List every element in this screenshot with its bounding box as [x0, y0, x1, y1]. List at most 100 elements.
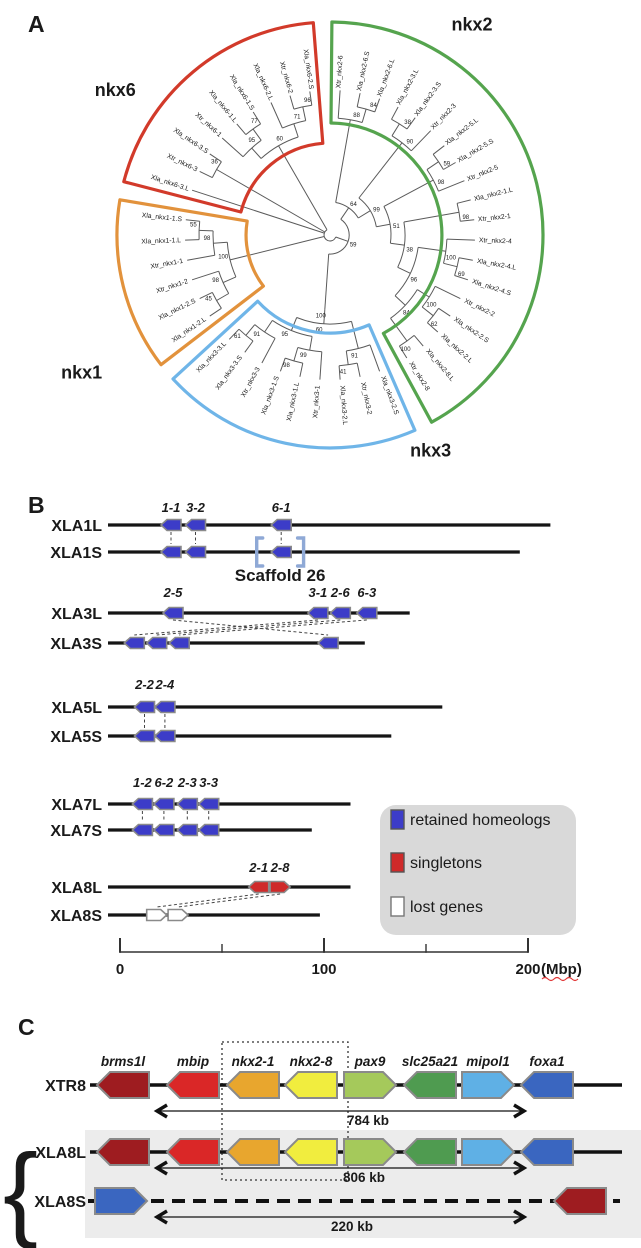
tree-branch: [351, 321, 359, 349]
bootstrap-value: 36: [211, 159, 218, 165]
bootstrap-value: 38: [404, 120, 411, 126]
taxon-label: Xtr_nkx6-1: [194, 112, 223, 139]
panel-label-b: B: [28, 492, 45, 518]
taxon-label: Xtr_nkx2-4: [479, 237, 512, 245]
tree-branch: [191, 189, 325, 234]
row-label-XLA7L: XLA7L: [51, 797, 102, 814]
bootstrap-value: 59: [350, 242, 357, 248]
scaffold-label: Scaffold 26: [235, 566, 326, 585]
gene-box: [131, 797, 154, 811]
tree-arc: [212, 230, 216, 256]
gene-arrow: [343, 1138, 398, 1166]
kb-arrowhead-right: [513, 1160, 528, 1176]
tree-branch: [417, 289, 430, 298]
gene-arrow: [225, 1138, 280, 1166]
tree-arc: [272, 319, 313, 337]
taxon-label: Xtr_nkx1-1: [150, 258, 184, 271]
tree-branch: [213, 241, 228, 244]
tree-arc: [245, 123, 261, 135]
tree-branch: [421, 306, 434, 317]
gene-arrow: [283, 1138, 338, 1166]
gene-arrow: [165, 1071, 220, 1099]
bootstrap-value: 90: [407, 140, 414, 146]
gene-number-label: 6-1: [272, 500, 291, 515]
bootstrap-value: 59: [443, 161, 450, 167]
tree-branch: [199, 170, 213, 179]
gene-box: [152, 823, 175, 837]
tree-branch: [323, 309, 326, 324]
tree-branch: [319, 351, 323, 380]
tree-branch: [345, 350, 349, 365]
gene-box: [306, 606, 329, 620]
gene-name-label: foxa1: [529, 1054, 564, 1069]
tree-branch: [209, 307, 222, 317]
homeolog-link: [134, 619, 318, 636]
tree-branch: [369, 344, 381, 372]
row-label-XLA8S: XLA8S: [34, 1194, 86, 1211]
kb-arrowhead-right: [513, 1209, 528, 1225]
gene-arrow: [519, 1138, 574, 1166]
clade-outline-nkx3: [171, 299, 417, 450]
tree-branch: [397, 266, 411, 274]
tree-branch: [309, 336, 313, 351]
gene-box: [133, 729, 156, 743]
tree-branch: [403, 211, 460, 223]
tree-arc: [427, 308, 440, 324]
gene-name-label: mbip: [177, 1054, 209, 1069]
tree-branch: [438, 180, 465, 192]
taxon-label: Xtr_nkx1-2: [155, 278, 189, 295]
taxon-label: Xla_nkx2-6.S: [356, 50, 371, 91]
tree-branch: [324, 253, 330, 310]
gene-arrow: [402, 1071, 457, 1099]
taxon-label: Xla_nkx2-2.L: [439, 333, 473, 365]
bootstrap-value: 38: [406, 247, 413, 253]
taxon-label: Xla_nkx2-1.L: [473, 186, 513, 202]
tree-branch: [302, 106, 307, 121]
gene-box: [123, 636, 146, 650]
bootstrap-value: 98: [462, 215, 469, 221]
legend-swatch: [390, 852, 405, 873]
panel-label-c: C: [18, 1014, 35, 1040]
bootstrap-value: 84: [370, 103, 377, 109]
taxon-label: Xla_nkx3-2.L: [338, 385, 348, 425]
tree-arc: [397, 221, 406, 268]
bootstrap-value: 51: [393, 224, 400, 230]
tree-branch: [376, 223, 391, 228]
gene-name-label: mipol1: [466, 1054, 510, 1069]
tree-branch: [426, 161, 439, 171]
gene-number-label: 2-3: [177, 775, 198, 790]
tree-branch: [427, 322, 439, 333]
gene-box: [153, 700, 176, 714]
tree-branch: [222, 276, 237, 284]
tree-branch: [185, 239, 200, 241]
tree-branch: [356, 93, 361, 108]
gene-box: [145, 636, 168, 650]
taxon-label: Xtr_nkx2-5: [466, 164, 499, 183]
taxon-label: Xla_nkx3-1.L: [286, 381, 301, 421]
bootstrap-value: 98: [283, 363, 290, 369]
gene-name-label: nkx2-1: [232, 1054, 275, 1069]
gene-number-label: 2-5: [163, 585, 184, 600]
tree-branch: [383, 179, 434, 207]
tree-branch: [264, 320, 273, 333]
bootstrap-value: 55: [190, 222, 197, 228]
bootstrap-value: 100: [401, 347, 412, 353]
kb-distance-label: 220 kb: [331, 1219, 373, 1234]
tree-branch: [394, 295, 406, 306]
gene-box: [247, 880, 270, 894]
bootstrap-value: 91: [253, 332, 260, 338]
bootstrap-value: 95: [281, 332, 288, 338]
gene-arrow: [552, 1187, 607, 1215]
tree-branch: [413, 335, 424, 347]
taxon-label: Xtr_nkx2-1: [478, 213, 512, 223]
taxon-label: Xla_nkx3-1.S: [260, 375, 281, 416]
gene-number-label: 2-1: [248, 860, 268, 875]
tree-branch: [199, 229, 214, 232]
gene-arrow: [519, 1071, 574, 1099]
tree-arc: [226, 242, 237, 278]
taxon-label: Xla_nkx6-1.S: [228, 74, 256, 112]
bootstrap-value: 71: [294, 115, 301, 121]
bootstrap-value: 84: [403, 311, 410, 317]
gene-number-label: 1-1: [162, 500, 181, 515]
gene-arrow: [225, 1071, 280, 1099]
